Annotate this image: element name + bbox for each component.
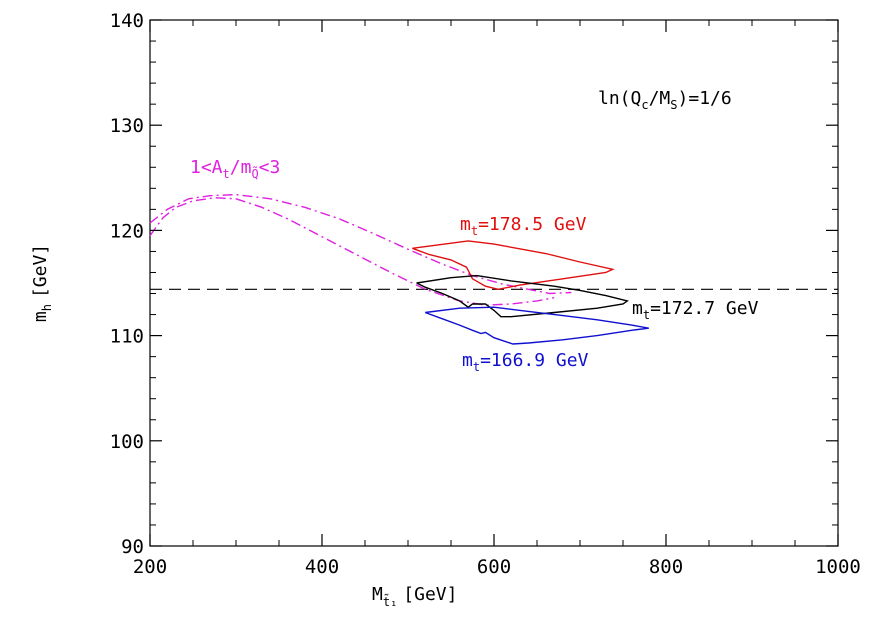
- y-axis-label-sub: h: [40, 304, 54, 311]
- y-axis-label-main: m: [30, 311, 51, 322]
- x-tick-label: 800: [649, 556, 683, 578]
- x-axis-label-main: M: [372, 584, 383, 605]
- y-tick-label: 100: [110, 431, 144, 453]
- x-tick-label: 600: [477, 556, 511, 578]
- series-line-2-0: [416, 274, 629, 318]
- annotation-sub2: S: [670, 98, 677, 112]
- y-axis-label-unit: [GeV]: [30, 244, 51, 298]
- x-axis-label-unit: [GeV]: [403, 584, 457, 605]
- x-tick-label: 1000: [815, 556, 861, 578]
- y-tick-label: 140: [110, 10, 144, 32]
- series-layer: [149, 193, 649, 345]
- y-axis-label: mh [GeV]: [30, 244, 54, 322]
- series-line-0-1: [149, 193, 572, 295]
- y-tick-label: 120: [110, 220, 144, 242]
- y-tick-label: 130: [110, 115, 144, 137]
- annotation-box-label: ln(Qc/MS)=1/6: [598, 88, 732, 112]
- annotation-tail: )=1/6: [678, 88, 732, 109]
- x-axis-label: Mt̃₁ [GeV]: [372, 584, 457, 609]
- series-label-red: mt=178.5 GeV: [460, 214, 587, 238]
- annotation-mid: /M: [649, 88, 671, 109]
- series-line-0-0: [149, 197, 555, 306]
- y-tick-label: 110: [110, 326, 144, 348]
- x-axis-label-sub: t̃₁: [383, 593, 397, 609]
- annotation-text: ln(Q: [598, 88, 641, 109]
- x-tick-label: 400: [305, 556, 339, 578]
- plot-frame: [149, 19, 839, 547]
- x-tick-label: 200: [133, 556, 167, 578]
- series-label-blue: mt=166.9 GeV: [462, 350, 589, 374]
- series-line-1-0: [412, 240, 615, 291]
- annotation-sub1: c: [641, 98, 648, 112]
- y-tick-label: 90: [121, 536, 144, 558]
- tick-layer: 200 400 600 800 1000 90 100 110 120 130 140: [110, 10, 861, 578]
- series-line-3-0: [424, 306, 649, 345]
- series-label-black: mt=172.7 GeV: [632, 298, 759, 322]
- series-label-magenta: 1<At/mQ̃<3: [190, 157, 280, 181]
